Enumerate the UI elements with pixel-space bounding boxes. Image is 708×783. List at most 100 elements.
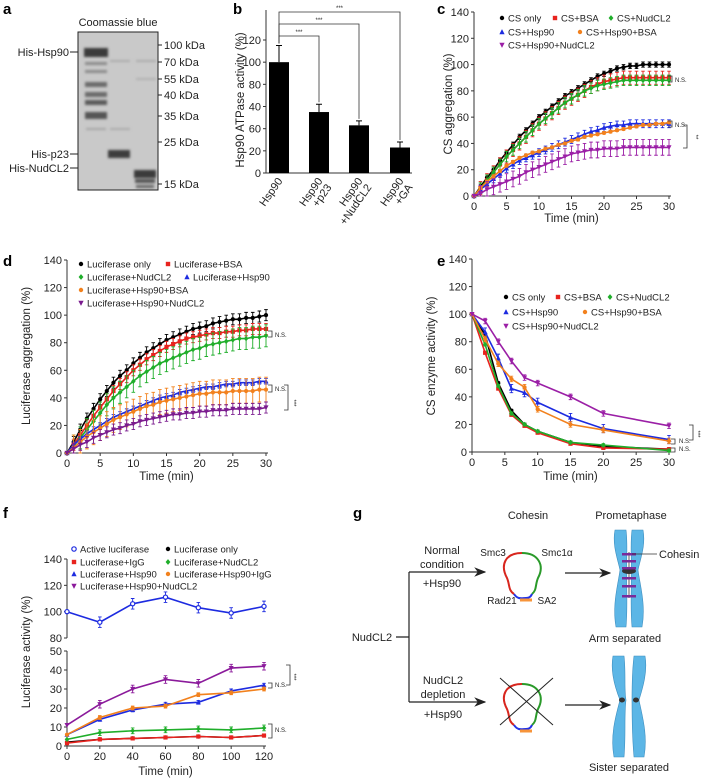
data-point — [530, 127, 535, 134]
data-point — [137, 419, 143, 425]
data-point — [224, 318, 229, 323]
series-cs-bsa — [469, 312, 672, 452]
marker-40: 40 kDa — [164, 90, 200, 102]
data-point — [244, 315, 249, 320]
data-point — [144, 404, 149, 409]
panel-label-f: f — [3, 505, 9, 522]
data-point — [131, 409, 136, 414]
legend-marker — [78, 287, 84, 293]
category-label-line: Hsp90 — [257, 176, 285, 209]
data-point — [529, 152, 536, 158]
data-point — [575, 92, 581, 98]
significance-bracket — [668, 75, 673, 83]
data-point — [150, 416, 156, 422]
y-tick-label: 0 — [463, 191, 469, 203]
data-point — [117, 426, 123, 431]
data-point — [660, 77, 665, 84]
data-point — [510, 159, 516, 164]
series-line — [66, 665, 265, 726]
data-point — [250, 388, 255, 394]
data-point — [130, 421, 136, 427]
result-sister-separated: Sister separated — [589, 762, 669, 774]
data-point — [210, 321, 216, 326]
data-point — [224, 390, 229, 395]
data-point — [97, 737, 102, 742]
data-point — [164, 357, 169, 364]
data-point — [594, 127, 601, 133]
data-point — [556, 142, 561, 147]
data-point — [131, 378, 136, 385]
data-point — [633, 145, 640, 151]
significance-bracket — [668, 120, 673, 128]
data-point — [497, 168, 503, 174]
data-point — [243, 335, 249, 342]
x-tick-label: 0 — [64, 458, 70, 470]
data-point — [588, 85, 594, 91]
data-point — [250, 334, 256, 340]
cohesin-marks — [622, 553, 636, 598]
data-point — [549, 159, 555, 165]
data-point — [495, 355, 501, 361]
data-point — [582, 134, 587, 139]
data-point — [522, 375, 528, 381]
data-point — [64, 741, 70, 746]
chart-e: 0 20 40 60 80 100 120 140 0 5 10 15 20 25 30 Time (min)… — [426, 254, 700, 483]
data-point — [522, 389, 528, 395]
root-nudcl2: NudCL2 — [352, 632, 392, 644]
top-condition-2: condition — [420, 559, 464, 571]
legend-marker — [577, 29, 583, 35]
data-point — [601, 445, 606, 450]
data-point — [582, 88, 587, 94]
data-point — [627, 63, 633, 68]
data-point — [595, 132, 600, 137]
data-point — [217, 319, 222, 325]
data-point — [261, 603, 267, 610]
data-point — [261, 733, 267, 738]
data-point — [567, 414, 574, 420]
data-point — [588, 128, 594, 134]
data-point — [229, 735, 234, 740]
x-tick-label: 5 — [503, 201, 509, 213]
data-point — [523, 153, 529, 158]
y-tick-label: 120 — [44, 283, 62, 295]
data-point — [484, 187, 490, 193]
data-point — [660, 121, 665, 126]
legend-label: CS+NudCL2 — [617, 14, 671, 25]
data-point — [568, 151, 575, 157]
y-tick-label: 40 — [457, 138, 469, 150]
data-point — [601, 442, 606, 448]
data-point — [129, 601, 136, 607]
y-tick-label: 80 — [249, 79, 261, 91]
x-tick-label: 20 — [597, 457, 609, 469]
bar — [309, 112, 329, 173]
legend-label: Luciferase+BSA — [174, 260, 243, 271]
data-point — [647, 62, 652, 67]
data-point — [509, 410, 514, 417]
data-point — [535, 380, 541, 386]
significance-bracket — [284, 384, 289, 411]
data-point — [223, 338, 229, 345]
x-tick-label: 10 — [127, 458, 139, 470]
data-point — [230, 406, 236, 412]
data-point — [190, 393, 196, 398]
legend-label: Luciferase+IgG — [80, 558, 145, 569]
data-point — [508, 358, 514, 364]
legend-label: CS+Hsp90+NudCL2 — [512, 322, 599, 333]
data-point — [256, 406, 262, 412]
data-point — [157, 415, 163, 420]
data-point — [523, 134, 529, 140]
y-axis-label: CS aggregation (%) — [443, 53, 455, 154]
significance-label: N.S. — [275, 333, 287, 339]
x-tick-label: 30 — [663, 457, 675, 469]
x-tick-label: 80 — [192, 751, 204, 763]
data-point — [482, 329, 488, 335]
y-tick-label: 140 — [449, 254, 467, 266]
data-point — [177, 352, 183, 358]
legend-label: CS+Hsp90+NudCL2 — [508, 41, 595, 52]
bar — [390, 147, 410, 173]
data-point — [164, 344, 169, 349]
marker-15: 15 kDa — [164, 179, 200, 191]
data-point — [210, 390, 216, 395]
cohesin-ring-normal — [503, 552, 542, 602]
